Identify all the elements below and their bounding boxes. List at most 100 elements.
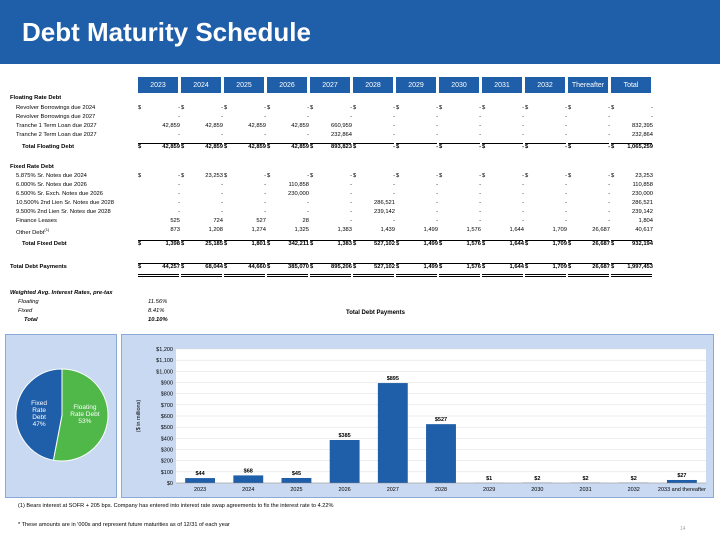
table-cell: $ - (181, 105, 224, 114)
cell-value: 26,687 (592, 241, 610, 247)
cell-value: - (264, 173, 266, 179)
row-label: Floating Rate Debt (10, 95, 62, 101)
x-tick-label: 2028 (435, 487, 447, 493)
bar-data-label: $45 (292, 471, 301, 477)
cell-value: - (522, 191, 524, 197)
cell-value: - (178, 182, 180, 188)
cell-value: 527,102 (374, 264, 395, 270)
table-cell: $1,709 (525, 264, 568, 273)
table-cell: 110,858 (611, 182, 654, 191)
currency-symbol: $ (482, 144, 486, 150)
table-cell: - (439, 218, 482, 227)
table-cell: 1,644 (482, 227, 525, 236)
table-cell: - (310, 182, 353, 191)
table-cell: - (267, 132, 310, 141)
table-cell: $527,102 (353, 241, 396, 250)
currency-symbol: $ (181, 105, 185, 111)
total-rule (611, 263, 652, 264)
table-cell: - (224, 182, 267, 191)
year-header-cell: Thereafter (568, 77, 608, 93)
table-cell: - (138, 209, 181, 218)
cell-value: - (393, 105, 395, 111)
cell-value: 1,499 (423, 227, 438, 233)
table-cell: $ - (396, 105, 439, 114)
table-cell: 1,439 (353, 227, 396, 236)
cell-value: - (479, 144, 481, 150)
row-label: Revolver Borrowings due 2027 (16, 114, 96, 120)
table-cell: - (267, 209, 310, 218)
total-rule (568, 274, 609, 275)
table-cell: - (310, 200, 353, 209)
bar-data-label: $527 (435, 417, 447, 423)
table-cell: - (310, 209, 353, 218)
table-cell: - (482, 123, 525, 132)
cell-value: 932,194 (632, 241, 653, 247)
table-cell: - (181, 209, 224, 218)
row-label: Other Debt(1) (16, 227, 50, 236)
cell-value: 1,709 (552, 264, 567, 270)
currency-symbol: $ (396, 264, 400, 270)
cell-value: - (608, 200, 610, 206)
table-cell: 1,383 (310, 227, 353, 236)
total-rule (353, 274, 394, 275)
table-cell: 230,000 (267, 191, 310, 200)
table-cell: $342,211 (267, 241, 310, 250)
bar (377, 383, 408, 483)
x-tick-label: 2032 (628, 487, 640, 493)
table-cell: 42,859 (181, 123, 224, 132)
cell-value: - (436, 209, 438, 215)
table-cell: - (482, 218, 525, 227)
table-cell: $1,576 (439, 241, 482, 250)
total-rule (482, 274, 523, 275)
y-tick-label: $900 (161, 381, 173, 387)
bar-chart-panel: $0 $100 $200 $300 $400 $500 $600 $700 $800 $900 $1… (121, 334, 714, 498)
cell-value: - (608, 209, 610, 215)
pie-slice-label: Floating Rate Debt 53% (70, 404, 99, 425)
table-row: Total Fixed Debt $1,398 $25,185 $1,801 $342,… (0, 240, 720, 250)
table-cell: $42,859 (267, 144, 310, 153)
currency-symbol: $ (353, 144, 357, 150)
table-cell: 660,959 (310, 123, 353, 132)
currency-symbol: $ (181, 264, 185, 270)
y-tick-label: $800 (161, 392, 173, 398)
table-cell: 1,804 (611, 218, 654, 227)
table-cell: $ - (224, 105, 267, 114)
cell-value: - (436, 105, 438, 111)
cell-value: - (350, 182, 352, 188)
bar-data-label: $2 (631, 476, 637, 482)
cell-value: - (264, 105, 266, 111)
currency-symbol: $ (439, 241, 443, 247)
y-tick-label: $1,000 (156, 369, 173, 375)
table-cell: 239,142 (611, 209, 654, 218)
cell-value: - (436, 182, 438, 188)
table-cell: - (439, 200, 482, 209)
table-cell: - (525, 132, 568, 141)
table-cell: - (353, 182, 396, 191)
y-tick-label: $600 (161, 414, 173, 420)
total-rule (568, 275, 609, 277)
total-rule (353, 263, 394, 264)
table-cell: $932,194 (611, 241, 654, 250)
cell-value: 1,439 (380, 227, 395, 233)
table-cell: 230,000 (611, 191, 654, 200)
table-cell: - (568, 218, 611, 227)
cell-value: - (479, 218, 481, 224)
cell-value: - (479, 114, 481, 120)
cell-value: - (565, 123, 567, 129)
table-cell: - (482, 209, 525, 218)
table-cell: $26,687 (568, 264, 611, 273)
table-cell: $44,660 (224, 264, 267, 273)
table-row: 6.500% Sr. Exch. Notes due 2026 - - - 230,00… (0, 191, 720, 200)
table-cell: $23,253 (611, 173, 654, 182)
table-cell: 26,687 (568, 227, 611, 236)
cell-value: 68,044 (205, 264, 223, 270)
cell-value: 724 (213, 218, 223, 224)
cell-value: - (479, 191, 481, 197)
cell-value: - (264, 209, 266, 215)
y-tick-label: $200 (161, 459, 173, 465)
cell-value: 832,395 (632, 123, 653, 129)
cell-value: - (608, 218, 610, 224)
weighted-row-fixed: Fixed 8.41% (18, 308, 164, 317)
cell-value: - (264, 114, 266, 120)
total-rule (396, 263, 437, 264)
